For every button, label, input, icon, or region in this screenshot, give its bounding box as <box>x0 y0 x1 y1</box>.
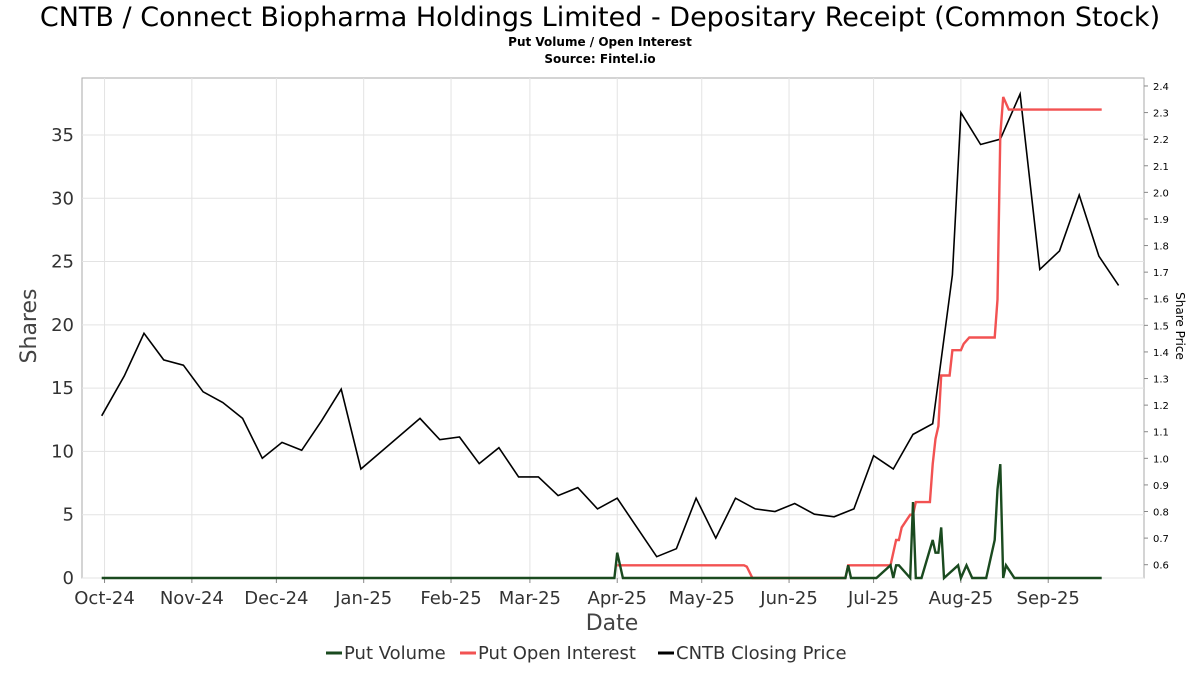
y-tick-label: 25 <box>51 252 74 273</box>
y2-tick-label: 2.3 <box>1153 109 1169 120</box>
legend-label-put-open-interest: Put Open Interest <box>478 643 636 664</box>
y2-tick-label: 2.1 <box>1153 162 1169 173</box>
y2-tick-label: 1.8 <box>1153 242 1169 253</box>
put-volume-line <box>101 463 1102 582</box>
y2-tick-label: 2.2 <box>1153 135 1169 146</box>
y2-tick-label: 1.7 <box>1153 268 1169 279</box>
y-tick-label: 5 <box>63 505 74 526</box>
y-tick-label: 10 <box>51 441 74 462</box>
x-tick-label: Mar-25 <box>499 588 561 609</box>
y2-tick-label: 1.6 <box>1153 295 1169 306</box>
y2-tick-label: 1.9 <box>1153 215 1169 226</box>
x-axis-label: Date <box>586 611 639 636</box>
y2-tick-label: 2.0 <box>1153 188 1169 199</box>
x-tick-label: Aug-25 <box>929 588 994 609</box>
x-tick-label: Dec-24 <box>244 588 308 609</box>
x-tick-label: Apr-25 <box>588 588 647 609</box>
y2-tick-label: 1.4 <box>1153 348 1169 359</box>
y2-tick-label: 1.5 <box>1153 321 1169 332</box>
chart-title: CNTB / Connect Biopharma Holdings Limite… <box>39 2 1161 33</box>
legend: Put Volume Put Open Interest CNTB Closing … <box>326 643 847 664</box>
x-tick-label: Nov-24 <box>160 588 224 609</box>
y2-tick-label: 1.2 <box>1153 401 1169 412</box>
y2-tick-label: 0.8 <box>1153 508 1169 519</box>
y2-tick-label: 1.1 <box>1153 428 1169 439</box>
y2-tick-label: 0.9 <box>1153 481 1169 492</box>
legend-label-put-volume: Put Volume <box>344 643 446 664</box>
x-tick-label: May-25 <box>669 588 735 609</box>
x-tick-label: Jan-25 <box>334 588 392 609</box>
series-layer <box>101 90 1120 582</box>
legend-label-cntb-closing-price: CNTB Closing Price <box>676 643 847 664</box>
plot-area <box>81 77 1145 579</box>
tick-layer: Oct-24 Nov-24 Dec-24 Jan-25 Feb-25 Mar-25 Apr-… <box>51 82 1169 609</box>
y2-tick-label: 1.3 <box>1153 375 1169 386</box>
chart-subtitle: Put Volume / Open Interest <box>508 35 692 49</box>
y2-tick-label: 1.0 <box>1153 454 1169 465</box>
x-tick-label: Feb-25 <box>420 588 481 609</box>
y-tick-label: 0 <box>63 568 74 589</box>
x-tick-label: Oct-24 <box>74 588 135 609</box>
y-tick-label: 20 <box>51 315 74 336</box>
y-tick-label: 35 <box>51 125 74 146</box>
y2-tick-label: 0.7 <box>1153 534 1169 545</box>
y2-tick-label: 0.6 <box>1153 561 1169 572</box>
chart-source: Source: Fintel.io <box>544 52 656 66</box>
cntb-closing-price-line <box>101 90 1120 558</box>
grid-layer <box>82 78 1144 579</box>
y-tick-label: 30 <box>51 188 74 209</box>
y-tick-label: 15 <box>51 378 74 399</box>
x-tick-label: Sep-25 <box>1017 588 1080 609</box>
y2-tick-label: 2.4 <box>1153 82 1169 93</box>
x-tick-label: Jul-25 <box>847 588 899 609</box>
x-tick-label: Jun-25 <box>759 588 818 609</box>
y-axis-label: Shares <box>17 289 42 364</box>
y2-axis-label: Share Price <box>1173 292 1187 360</box>
